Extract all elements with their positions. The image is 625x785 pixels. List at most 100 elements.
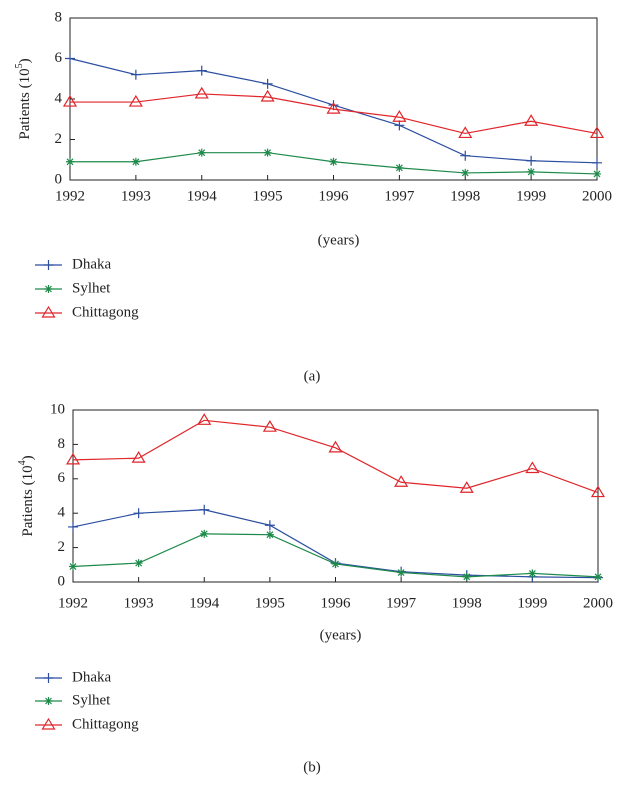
series-line	[70, 93, 598, 135]
x-axis-label: (years)	[320, 627, 362, 643]
marker	[395, 163, 404, 172]
y-tick-label: 8	[58, 436, 66, 452]
marker	[326, 101, 341, 114]
marker	[66, 157, 74, 166]
x-tick-label: 1999	[516, 188, 546, 204]
marker	[41, 305, 56, 318]
legend-label: Sylhet	[72, 692, 111, 708]
marker	[69, 562, 77, 571]
marker	[262, 78, 273, 89]
y-tick-label: 2	[55, 131, 63, 147]
marker	[528, 569, 537, 578]
x-tick-label: 1997	[384, 188, 415, 204]
marker	[590, 485, 606, 498]
x-tick-label: 1999	[517, 595, 547, 611]
x-tick-label: 1994	[189, 595, 220, 611]
y-axis-label-text: Patients (10	[17, 68, 33, 139]
marker	[43, 260, 54, 270]
marker	[133, 508, 144, 519]
x-tick-label: 1998	[452, 595, 482, 611]
y-tick-label: 8	[55, 9, 63, 25]
marker	[68, 521, 78, 532]
y-axis-label-exponent: 5	[14, 63, 25, 68]
marker	[194, 86, 209, 99]
marker	[264, 520, 275, 531]
y-tick-label: 0	[58, 573, 66, 589]
legend-label: Dhaka	[72, 256, 111, 272]
legend-label: Dhaka	[72, 669, 111, 685]
y-axis-label-exponent: 4	[17, 460, 28, 465]
plot-frame	[69, 17, 598, 181]
x-tick-label: 2000	[582, 188, 612, 204]
marker	[392, 110, 407, 122]
legend-label: Chittagong	[72, 716, 139, 732]
marker	[527, 167, 536, 176]
x-tick-label: 1992	[55, 188, 85, 204]
y-axis-label: Patients (104)	[17, 455, 36, 536]
y-tick-label: 10	[50, 401, 65, 417]
marker	[131, 450, 146, 463]
marker	[461, 168, 470, 177]
x-tick-label: 1998	[450, 188, 480, 204]
marker	[394, 120, 405, 131]
marker	[526, 155, 537, 166]
marker	[197, 413, 212, 425]
marker	[524, 114, 539, 126]
marker	[589, 126, 605, 139]
marker	[128, 94, 143, 107]
marker	[525, 461, 540, 474]
marker	[265, 530, 274, 539]
marker	[130, 69, 141, 80]
marker	[458, 126, 473, 139]
marker	[199, 504, 210, 515]
legend-label: Chittagong	[72, 304, 139, 320]
marker	[62, 94, 78, 107]
plot-frame	[72, 409, 599, 583]
series-line	[69, 57, 598, 164]
marker	[462, 572, 471, 581]
marker	[41, 717, 56, 730]
y-tick-label: 6	[55, 50, 63, 66]
marker	[594, 572, 602, 581]
y-tick-label: 2	[58, 539, 66, 555]
marker	[262, 420, 277, 432]
y-tick-label: 4	[55, 90, 63, 106]
marker	[134, 559, 143, 568]
marker	[460, 150, 471, 161]
x-tick-label: 1995	[253, 188, 283, 204]
marker	[331, 559, 340, 568]
x-tick-label: 1996	[321, 595, 352, 611]
marker	[394, 475, 409, 487]
marker	[593, 169, 601, 178]
marker	[196, 65, 207, 76]
marker	[44, 285, 53, 293]
y-axis-label-close: )	[20, 455, 36, 460]
marker	[44, 697, 53, 705]
x-axis-label: (years)	[318, 232, 360, 248]
marker	[328, 440, 343, 453]
y-axis-label-close: )	[17, 58, 33, 63]
marker	[459, 481, 474, 493]
marker	[329, 157, 338, 166]
marker	[43, 673, 54, 683]
x-tick-label: 1994	[187, 188, 218, 204]
marker	[65, 53, 75, 64]
panel-caption: (b)	[303, 759, 321, 775]
marker	[200, 529, 209, 538]
series-line	[72, 533, 599, 578]
marker	[131, 157, 140, 166]
y-axis-label-text: Patients (10	[20, 465, 36, 536]
y-tick-label: 0	[55, 171, 63, 187]
panel-caption: (a)	[304, 368, 321, 384]
x-tick-label: 1993	[121, 188, 151, 204]
legend-label: Sylhet	[72, 280, 111, 296]
x-tick-label: 1993	[124, 595, 154, 611]
y-axis-label: Patients (105)	[14, 58, 33, 139]
marker	[65, 452, 81, 465]
x-tick-label: 1992	[58, 595, 88, 611]
marker	[397, 568, 406, 577]
x-tick-label: 2000	[583, 595, 613, 611]
y-tick-label: 4	[58, 505, 66, 521]
series-line	[72, 419, 599, 494]
